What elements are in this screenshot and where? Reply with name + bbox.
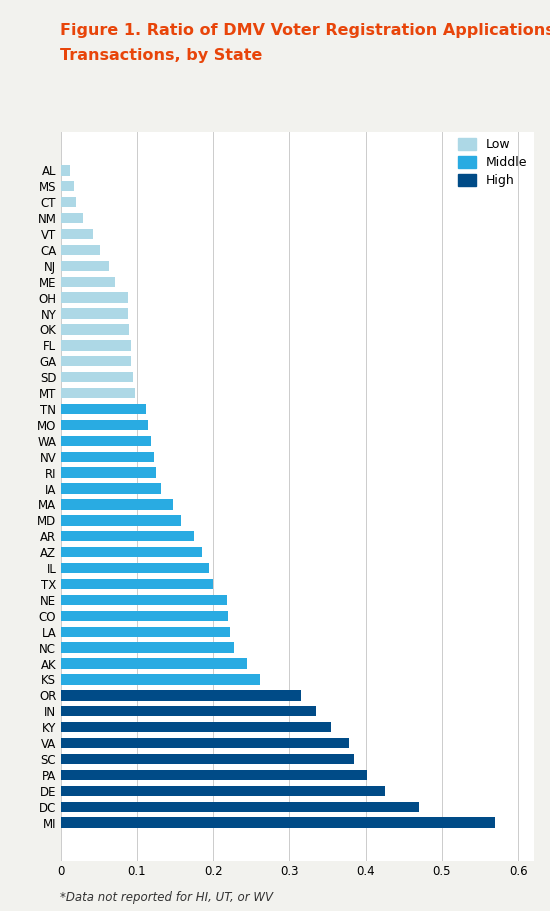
Bar <box>60 420 148 430</box>
Bar <box>60 674 260 684</box>
Bar <box>60 802 419 812</box>
Bar <box>60 324 129 334</box>
Text: Transactions, by State: Transactions, by State <box>60 48 263 63</box>
Bar <box>60 404 146 415</box>
Bar <box>60 261 108 271</box>
Bar <box>60 197 76 208</box>
Bar <box>60 770 367 780</box>
Bar <box>60 659 248 669</box>
Bar <box>60 578 213 589</box>
Legend: Low, Middle, High: Low, Middle, High <box>458 138 527 188</box>
Text: Figure 1. Ratio of DMV Voter Registration Applications to DMV: Figure 1. Ratio of DMV Voter Registratio… <box>60 23 550 37</box>
Bar <box>60 753 354 764</box>
Bar <box>60 785 385 796</box>
Bar <box>60 452 153 462</box>
Bar <box>60 595 227 605</box>
Bar <box>60 277 116 287</box>
Bar <box>60 181 74 191</box>
Bar <box>60 610 228 621</box>
Bar <box>60 563 209 573</box>
Bar <box>60 309 128 319</box>
Bar <box>60 245 100 255</box>
Bar <box>60 292 128 302</box>
Bar <box>60 722 331 732</box>
Bar <box>60 627 230 637</box>
Bar <box>60 691 301 701</box>
Bar <box>60 229 92 240</box>
Bar <box>60 435 151 446</box>
Bar <box>60 213 84 223</box>
Bar <box>60 165 70 176</box>
Bar <box>60 372 133 383</box>
Bar <box>60 484 161 494</box>
Bar <box>60 388 135 398</box>
Bar <box>60 547 202 558</box>
Bar <box>60 516 181 526</box>
Bar <box>60 356 131 366</box>
Bar <box>60 706 316 716</box>
Text: *Data not reported for HI, UT, or WV: *Data not reported for HI, UT, or WV <box>60 891 273 904</box>
Bar <box>60 499 173 509</box>
Bar <box>60 531 194 541</box>
Bar <box>60 738 349 748</box>
Bar <box>60 467 156 477</box>
Bar <box>60 340 131 351</box>
Bar <box>60 642 234 653</box>
Bar <box>60 817 496 828</box>
